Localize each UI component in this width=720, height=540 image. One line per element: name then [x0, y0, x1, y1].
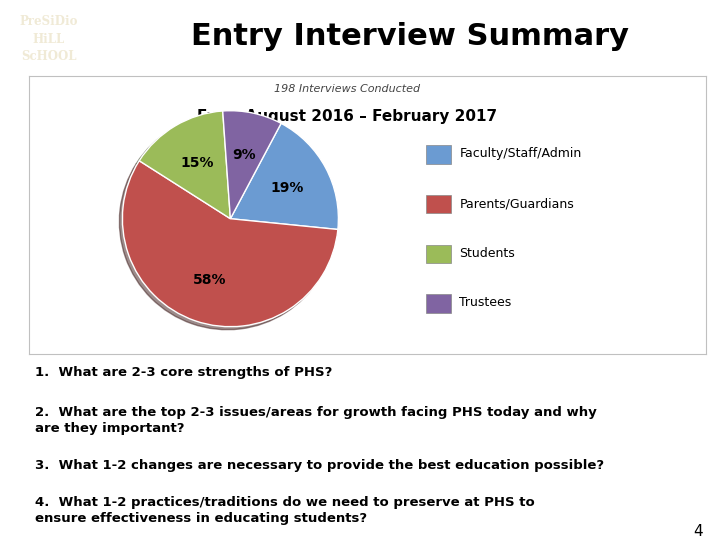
Text: 4.  What 1‑2 practices/traditions do we need to preserve at PHS to
ensure effect: 4. What 1‑2 practices/traditions do we n… — [35, 496, 535, 525]
Text: Faculty/Staff/Admin: Faculty/Staff/Admin — [459, 147, 582, 160]
Wedge shape — [230, 123, 338, 230]
Wedge shape — [139, 111, 230, 219]
Text: 58%: 58% — [192, 273, 226, 287]
Text: 198 Interviews Conducted: 198 Interviews Conducted — [274, 84, 420, 94]
Text: PreSiDio: PreSiDio — [19, 15, 78, 29]
Bar — [426, 195, 451, 213]
Bar — [426, 245, 451, 263]
Text: ScHOOL: ScHOOL — [21, 50, 76, 63]
Wedge shape — [222, 111, 281, 219]
Text: 4: 4 — [693, 524, 703, 539]
Text: 19%: 19% — [271, 181, 305, 195]
Text: Parents/Guardians: Parents/Guardians — [459, 197, 574, 210]
Text: 3.  What 1‑2 changes are necessary to provide the best education possible?: 3. What 1‑2 changes are necessary to pro… — [35, 459, 605, 472]
Text: 9%: 9% — [232, 148, 256, 163]
Text: 1.  What are 2‑3 core strengths of PHS?: 1. What are 2‑3 core strengths of PHS? — [35, 367, 333, 380]
Wedge shape — [122, 161, 338, 327]
Bar — [426, 294, 451, 313]
Text: 2.  What are the top 2‑3 issues/areas for growth facing PHS today and why
are th: 2. What are the top 2‑3 issues/areas for… — [35, 406, 597, 435]
Text: HiLL: HiLL — [32, 33, 65, 46]
Text: 15%: 15% — [181, 156, 214, 170]
Text: From August 2016 – February 2017: From August 2016 – February 2017 — [197, 109, 497, 124]
Text: Trustees: Trustees — [459, 296, 512, 309]
Text: Entry Interview Summary: Entry Interview Summary — [192, 22, 629, 51]
Bar — [426, 145, 451, 164]
Text: Students: Students — [459, 247, 515, 260]
